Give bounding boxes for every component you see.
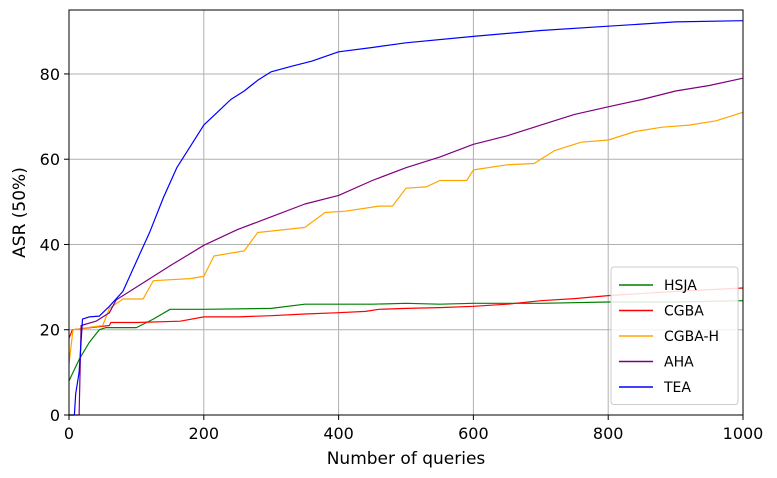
legend-label: HSJA [664, 278, 697, 294]
y-tick-label: 60 [40, 150, 60, 169]
y-tick-label: 0 [50, 406, 60, 425]
y-axis-label: ASR (50%) [10, 167, 30, 258]
x-tick-label: 800 [593, 424, 624, 443]
x-tick-label: 200 [189, 424, 220, 443]
legend-label: CGBA-H [664, 329, 719, 345]
x-tick-label: 0 [64, 424, 74, 443]
legend-box [610, 266, 739, 405]
series-line-tea [69, 20, 744, 416]
y-tick-label: 40 [40, 235, 60, 254]
x-tick-label: 400 [323, 424, 354, 443]
axis-ticks: 0 200 400 600 800 1000 0 20 40 60 80 [40, 65, 764, 443]
legend-label: CGBA [664, 304, 704, 320]
x-tick-label: 1000 [723, 424, 764, 443]
series-lines [68, 20, 744, 416]
plot-frame [68, 9, 744, 416]
legend-label: AHA [664, 355, 694, 371]
y-tick-label: 20 [40, 321, 60, 340]
y-tick-label: 80 [40, 65, 60, 84]
series-line-cgba-h [68, 111, 744, 364]
series-line-aha [69, 77, 744, 416]
legend-label: TEA [663, 380, 691, 396]
series-line-cgba [68, 287, 744, 339]
series-line-hsja [68, 300, 744, 382]
x-axis-label: Number of queries [327, 449, 486, 469]
x-tick-label: 600 [458, 424, 489, 443]
legend: HSJA CGBA CGBA-H AHA TEA [610, 266, 739, 405]
